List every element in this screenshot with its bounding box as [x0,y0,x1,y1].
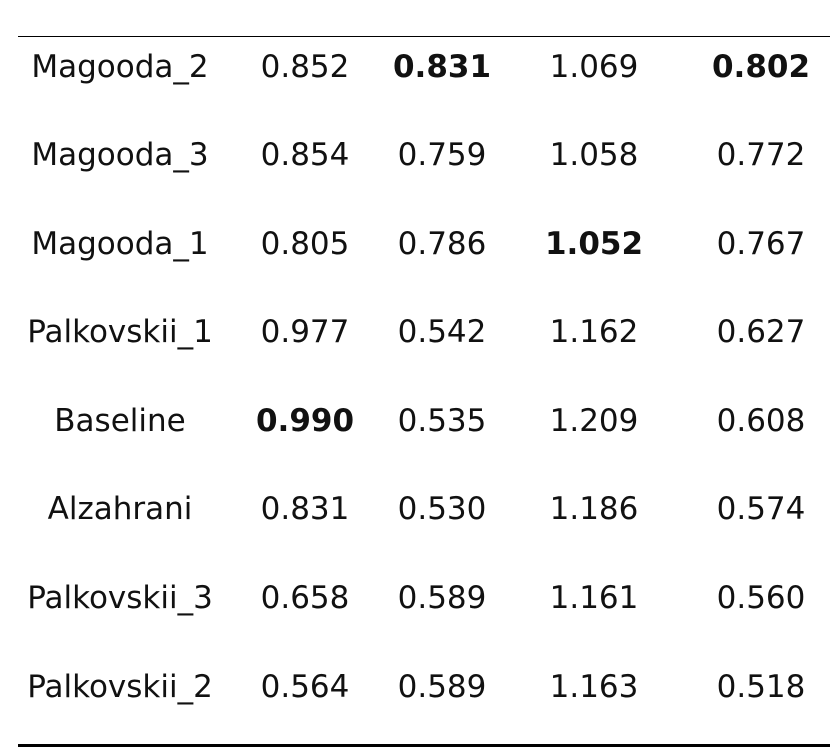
cell: 0.786 [397,225,487,262]
cell: 0.831 [392,49,492,85]
cell: 1.163 [549,668,639,705]
cell: 1.162 [549,314,639,351]
cell: Alzahrani [47,491,193,528]
cell: Magooda_2 [31,49,209,85]
cell: 0.560 [716,580,806,617]
cell: Palkovskii_3 [27,580,213,617]
cell: 0.772 [716,137,806,174]
cell: 0.518 [716,668,806,705]
table-row: Palkovskii_1 0.977 0.542 1.162 0.627 [18,302,830,391]
cell: Baseline [54,402,186,439]
table-row: Alzahrani 0.831 0.530 1.186 0.574 [18,479,830,568]
cell: 0.658 [260,580,350,617]
cell: 0.564 [260,668,350,705]
results-table: Magooda_2 0.852 0.831 1.069 0.802 Magooda_3 0… [18,36,830,747]
cell: 1.161 [549,580,639,617]
cell: 0.542 [397,314,487,351]
table-row: Palkovskii_3 0.658 0.589 1.161 0.560 [18,568,830,657]
table-row: Magooda_2 0.852 0.831 1.069 0.802 [18,37,830,126]
table-row: Magooda_3 0.854 0.759 1.058 0.772 [18,125,830,214]
cell: 0.589 [397,580,487,617]
table-row: Baseline 0.990 0.535 1.209 0.608 [18,391,830,480]
cell: Magooda_3 [31,137,209,174]
cell: 1.209 [549,402,639,439]
cell: 0.627 [716,314,806,351]
cell: 1.058 [549,137,639,174]
cell: 0.767 [716,225,806,262]
table-row: Magooda_1 0.805 0.786 1.052 0.767 [18,214,830,303]
cell: Palkovskii_2 [27,668,213,705]
cell: 0.759 [397,137,487,174]
cell: 0.852 [260,49,350,85]
cell: 0.589 [397,668,487,705]
cell: 0.535 [397,402,487,439]
cell: 0.977 [260,314,350,351]
cell: 0.831 [260,491,350,528]
cell: 0.574 [716,491,806,528]
cell: 0.854 [260,137,350,174]
cell: 0.805 [260,225,350,262]
cell: 0.990 [255,402,355,439]
cell: 0.608 [716,402,806,439]
cell: 1.052 [544,225,644,262]
cell: 1.069 [549,49,639,85]
cell: 1.186 [549,491,639,528]
cell: Magooda_1 [31,225,209,262]
cell: Palkovskii_1 [27,314,213,351]
cell: 0.530 [397,491,487,528]
table-body: Magooda_2 0.852 0.831 1.069 0.802 Magooda_3 0… [18,37,830,746]
cell: 0.802 [711,49,811,85]
table-row: Palkovskii_2 0.564 0.589 1.163 0.518 [18,657,830,746]
